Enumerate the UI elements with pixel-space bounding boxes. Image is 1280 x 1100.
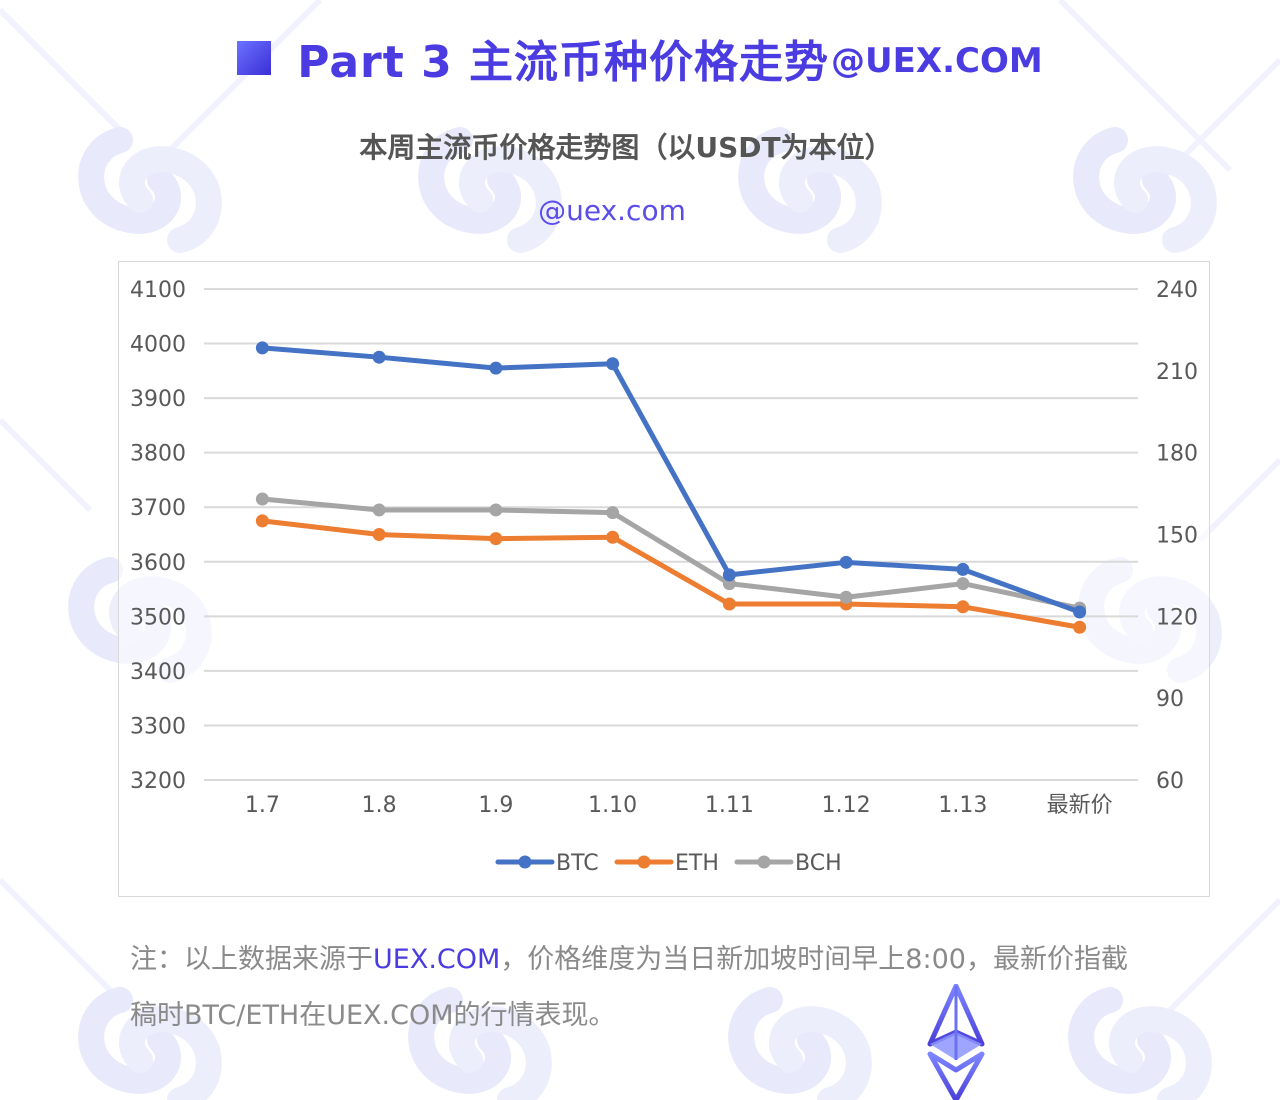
x-tick-2: 1.9 <box>478 793 513 818</box>
y-right-tick-180: 180 <box>1156 442 1198 467</box>
y-right-tick-120: 120 <box>1156 605 1198 630</box>
legend-marker-bch <box>758 856 771 869</box>
point-bch-6 <box>956 577 969 590</box>
point-eth-4 <box>723 598 736 611</box>
series-line-bch <box>262 499 1079 608</box>
point-btc-3 <box>606 357 619 370</box>
point-bch-2 <box>489 503 502 516</box>
y-left-tick-3700: 3700 <box>130 496 186 521</box>
point-bch-3 <box>606 506 619 519</box>
legend-label-bch: BCH <box>795 851 842 876</box>
x-tick-3: 1.10 <box>588 793 637 818</box>
y-left-tick-4100: 4100 <box>130 278 186 303</box>
point-bch-1 <box>373 503 386 516</box>
x-tick-4: 1.11 <box>705 793 754 818</box>
point-btc-4 <box>723 568 736 581</box>
y-left-tick-3500: 3500 <box>130 605 186 630</box>
point-bch-0 <box>256 493 269 506</box>
legend-label-eth: ETH <box>675 851 719 876</box>
point-btc-2 <box>489 362 502 375</box>
point-btc-1 <box>373 351 386 364</box>
x-tick-5: 1.12 <box>822 793 871 818</box>
legend-marker-btc <box>519 856 532 869</box>
point-btc-0 <box>256 341 269 354</box>
point-eth-7 <box>1073 621 1086 634</box>
point-eth-2 <box>489 532 502 545</box>
legend-label-btc: BTC <box>556 851 599 876</box>
x-tick-1: 1.8 <box>362 793 397 818</box>
point-eth-6 <box>956 600 969 613</box>
y-right-tick-90: 90 <box>1156 687 1184 712</box>
x-tick-7: 最新价 <box>1047 793 1113 818</box>
x-tick-6: 1.13 <box>938 793 987 818</box>
point-eth-3 <box>606 531 619 544</box>
y-right-tick-150: 150 <box>1156 524 1198 549</box>
y-left-tick-4000: 4000 <box>130 333 186 358</box>
y-left-tick-3900: 3900 <box>130 387 186 412</box>
y-right-tick-240: 240 <box>1156 278 1198 303</box>
point-btc-5 <box>840 556 853 569</box>
point-eth-1 <box>373 528 386 541</box>
x-tick-0: 1.7 <box>245 793 280 818</box>
y-right-tick-60: 60 <box>1156 769 1184 794</box>
y-left-tick-3200: 3200 <box>130 769 186 794</box>
y-right-tick-210: 210 <box>1156 360 1198 385</box>
y-left-tick-3600: 3600 <box>130 551 186 576</box>
point-bch-5 <box>840 591 853 604</box>
point-eth-0 <box>256 514 269 527</box>
y-left-tick-3300: 3300 <box>130 714 186 739</box>
legend-marker-eth <box>638 856 651 869</box>
point-btc-7 <box>1073 605 1086 618</box>
y-left-tick-3800: 3800 <box>130 442 186 467</box>
point-btc-6 <box>956 563 969 576</box>
y-left-tick-3400: 3400 <box>130 660 186 685</box>
